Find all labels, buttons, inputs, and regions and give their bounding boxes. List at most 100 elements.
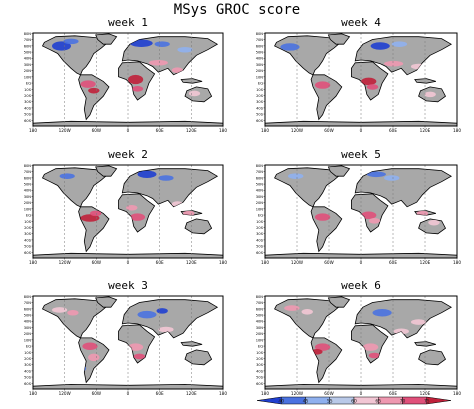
lat-tick-label: 60S xyxy=(24,251,32,255)
lat-tick-label: 30S xyxy=(24,363,32,367)
lat-tick-label: EQ xyxy=(258,82,263,86)
lat-tick-label: 70N xyxy=(256,38,264,42)
lon-tick-label: 180 xyxy=(219,391,227,396)
colorbar-label: 45 xyxy=(303,399,309,405)
figure-title: MSys GROC score xyxy=(174,2,300,18)
lat-tick-label: 60N xyxy=(24,176,32,180)
lat-tick-label: 60N xyxy=(256,176,264,180)
score-anomaly-patch xyxy=(280,43,300,51)
score-anomaly-patch xyxy=(148,59,168,66)
score-anomaly-patch xyxy=(67,309,79,316)
panel-week6: week 6 80N 70N 60N 50N 40N 30N 20N 10N EQ 10S 20S 30… xyxy=(256,279,462,396)
lat-tick-label: 10N xyxy=(256,75,264,79)
panel-title: week 3 xyxy=(108,279,148,292)
lat-tick-label: 10S xyxy=(24,220,32,224)
lat-tick-label: 30S xyxy=(256,232,264,236)
lat-tick-label: 10N xyxy=(256,207,264,211)
land-australia xyxy=(184,349,213,366)
score-anomaly-patch xyxy=(366,171,386,178)
panel-week5: week 5 80N 70N 60N 50N 40N 30N 20N 10N EQ 10S 20S 30… xyxy=(256,148,462,265)
score-anomaly-patch xyxy=(391,41,408,47)
lon-tick-label: 60E xyxy=(156,391,164,396)
land-australia xyxy=(184,218,213,235)
lat-tick-label: 50S xyxy=(256,376,264,380)
score-anomaly-patch xyxy=(82,342,98,350)
lon-tick-label: 120W xyxy=(59,260,71,265)
score-anomaly-patch xyxy=(424,91,436,98)
lon-tick-label: 180 xyxy=(453,260,461,265)
colorbar-label: 65 xyxy=(375,399,381,405)
lon-tick-label: 60E xyxy=(156,260,164,265)
lat-tick-label: EQ xyxy=(26,214,31,218)
lon-tick-label: 60W xyxy=(92,128,101,133)
score-anomaly-patch xyxy=(80,80,96,88)
lon-tick-label: 120E xyxy=(186,391,197,396)
lat-tick-label: 60N xyxy=(24,44,32,48)
panel-title: week 2 xyxy=(108,148,148,161)
lon-tick-label: 180 xyxy=(29,391,37,396)
lat-tick-label: 20S xyxy=(256,226,264,230)
score-anomaly-patch xyxy=(410,319,427,325)
lat-tick-label: 70N xyxy=(24,301,32,305)
lon-tick-label: 180 xyxy=(453,391,461,396)
score-anomaly-patch xyxy=(63,38,79,45)
score-anomaly-patch xyxy=(59,173,75,179)
score-anomaly-patch xyxy=(126,204,138,211)
land-antarctica xyxy=(265,383,457,389)
lon-tick-label: 0 xyxy=(127,260,130,265)
colorbar-label: 70 xyxy=(400,399,406,405)
score-anomaly-patch xyxy=(428,219,440,226)
score-anomaly-patch xyxy=(52,307,68,313)
lat-tick-label: 60S xyxy=(24,119,32,123)
score-anomaly-patch xyxy=(368,218,381,224)
lat-tick-label: 50N xyxy=(24,314,32,318)
land-indonesia xyxy=(414,78,437,84)
score-anomaly-patch xyxy=(314,213,331,221)
lat-tick-label: 70N xyxy=(24,38,32,42)
lat-tick-label: 60N xyxy=(256,307,264,311)
lat-tick-label: 40S xyxy=(24,369,32,373)
lon-tick-label: 60W xyxy=(92,391,101,396)
lat-tick-label: 40S xyxy=(256,106,264,110)
lat-tick-label: 80N xyxy=(256,164,264,168)
land-greenland xyxy=(95,296,118,308)
lon-tick-label: 180 xyxy=(219,128,227,133)
lon-tick-label: 180 xyxy=(261,391,269,396)
lat-tick-label: 50N xyxy=(24,183,32,187)
lon-tick-label: 180 xyxy=(453,128,461,133)
lat-tick-label: 70N xyxy=(256,170,264,174)
lat-tick-label: 30S xyxy=(24,232,32,236)
lon-tick-label: 120W xyxy=(291,391,303,396)
lon-tick-label: 60W xyxy=(92,260,101,265)
lon-tick-label: 180 xyxy=(29,260,37,265)
score-anomaly-patch xyxy=(314,343,331,351)
score-anomaly-patch xyxy=(284,305,300,311)
land-greenland xyxy=(95,165,118,177)
lat-tick-label: 20S xyxy=(24,357,32,361)
lat-tick-label: 60S xyxy=(256,251,264,255)
lat-tick-label: 40N xyxy=(256,57,264,61)
lon-tick-label: 120W xyxy=(291,128,303,133)
score-anomaly-patch xyxy=(361,211,377,219)
score-anomaly-patch xyxy=(158,326,174,333)
lon-tick-label: 60E xyxy=(389,391,397,396)
lat-tick-label: 40N xyxy=(256,320,264,324)
lat-tick-label: 10N xyxy=(256,338,264,342)
land-eurasia xyxy=(121,299,219,339)
lat-tick-label: 20N xyxy=(24,69,32,73)
score-anomaly-patch xyxy=(177,46,193,53)
lat-tick-label: EQ xyxy=(26,345,31,349)
land-greenland xyxy=(327,165,351,177)
score-anomaly-patch xyxy=(288,173,304,179)
colorbar-label: 75 xyxy=(424,399,430,405)
lat-tick-label: 40N xyxy=(24,189,32,193)
lat-tick-label: 80N xyxy=(24,295,32,299)
lat-tick-label: 40S xyxy=(256,369,264,373)
panel-title: week 5 xyxy=(341,148,381,161)
lon-tick-label: 180 xyxy=(29,128,37,133)
score-anomaly-patch xyxy=(362,343,379,351)
lat-tick-label: 20N xyxy=(256,69,264,73)
score-anomaly-patch xyxy=(314,81,331,89)
lat-tick-label: 10S xyxy=(256,351,264,355)
score-anomaly-patch xyxy=(301,309,313,315)
